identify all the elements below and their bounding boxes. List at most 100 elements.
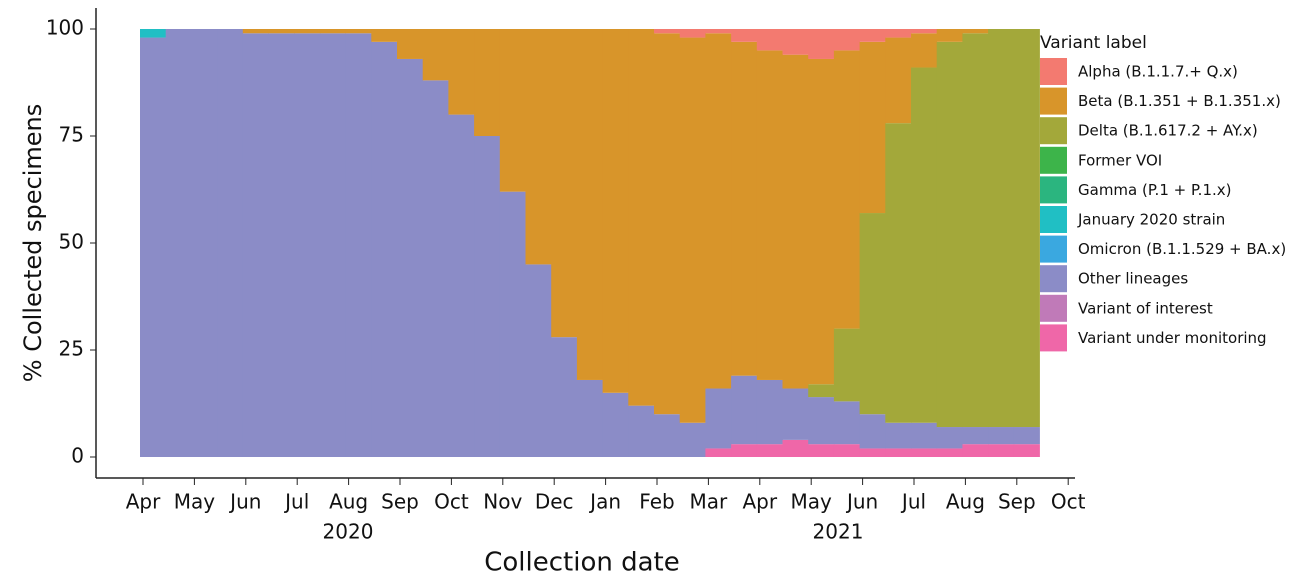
x-tick-label: Feb [639,490,674,514]
x-axis-title: Collection date [484,548,680,578]
bar-segment [654,414,681,457]
bar-segment [551,29,578,338]
y-tick-label: 25 [59,337,84,361]
legend-swatch [1040,146,1067,174]
bar-segment [833,401,860,445]
x-tick-label: Aug [329,490,368,514]
x-tick-label: Apr [742,490,777,514]
bar-segment [217,29,244,457]
bar-segment [371,41,398,458]
year-label: 2021 [813,520,864,544]
legend-swatch [1040,117,1067,145]
bar-segment [756,50,783,380]
bar-segment [911,67,938,423]
bar-segment [756,379,783,445]
legend-label: January 2020 strain [1077,211,1225,229]
x-tick-label: Jan [588,490,621,514]
bar-segment [962,29,989,34]
bar-segment [911,422,938,449]
bar-segment [654,29,681,34]
bar-segment [242,29,269,34]
bar-segment [140,37,167,458]
bar-segment [833,328,860,402]
bar-segment [679,422,706,457]
bar-segment [911,448,938,457]
bar-segment [731,444,758,457]
bar-segment [885,123,912,423]
bar-segment [1013,29,1040,428]
x-tick-label: May [174,490,216,514]
x-tick-label: Aug [946,490,985,514]
bar-segment [705,33,732,389]
bar-segment [756,29,783,51]
bar-segment [859,29,886,42]
bar-segment [988,444,1015,457]
bar-segment [345,33,372,457]
bar-segment [191,29,218,457]
x-tick-label: Nov [483,490,522,514]
bar-segment [242,33,269,457]
bar-segment [962,444,989,457]
bar-segment [319,29,346,34]
legend-swatch [1040,235,1067,263]
bar-segment [808,384,835,398]
bar-segment [756,444,783,457]
bar-segment [679,37,706,423]
bar-segment [705,448,732,457]
bar-segment [628,29,655,406]
legend-label: Alpha (B.1.1.7.+ Q.x) [1078,63,1238,81]
x-tick-label: Jun [845,490,878,514]
y-tick-label: 100 [46,16,84,40]
bar-segment [885,37,912,124]
bar-segment [679,29,706,38]
bar-segment [782,388,809,440]
legend-swatch [1040,324,1067,352]
bar-segment [448,114,475,457]
legend-label: Other lineages [1078,270,1188,288]
bar-segment [731,375,758,445]
year-label: 2020 [323,520,374,544]
bar-segment [936,448,963,457]
bar-segment [885,422,912,449]
bar-segment [731,41,758,376]
bar-segment [808,444,835,457]
bar-segment [319,33,346,457]
x-tick-label: Jul [283,490,309,514]
y-tick-label: 50 [59,230,84,254]
bar-segment [499,191,526,457]
legend-label: Delta (B.1.617.2 + AY.x) [1078,122,1258,140]
bar-segment [808,29,835,59]
legend-title: Variant label [1040,33,1147,53]
bar-segment [397,29,424,59]
bar-segment [294,33,321,457]
bar-segment [859,41,886,214]
bar-segment [705,29,732,34]
bar-segment [165,29,192,457]
bar-segment [808,58,835,385]
bar-segment [936,29,963,42]
bar-segment [705,388,732,449]
legend-swatch [1040,176,1067,204]
legend-label: Beta (B.1.351 + B.1.351.x) [1078,92,1281,110]
bar-segment [988,29,1015,428]
bar-segment [782,54,809,389]
bar-segment [1013,444,1040,457]
bar-segment [525,29,552,265]
bar-segment [808,397,835,445]
bar-segment [1013,427,1040,445]
x-tick-label: Jun [228,490,261,514]
bar-segment [782,439,809,457]
bar-segment [422,80,449,458]
x-tick-label: Sep [381,490,419,514]
bar-segment [833,29,860,51]
bar-segment [551,337,578,457]
bar-segment [294,29,321,34]
bar-segment [474,29,501,136]
bar-segment [911,33,938,68]
bar-segment [731,29,758,42]
x-tick-label: Jul [900,490,926,514]
y-tick-label: 75 [59,123,84,147]
legend-swatch [1040,294,1067,322]
bar-segment [628,405,655,457]
